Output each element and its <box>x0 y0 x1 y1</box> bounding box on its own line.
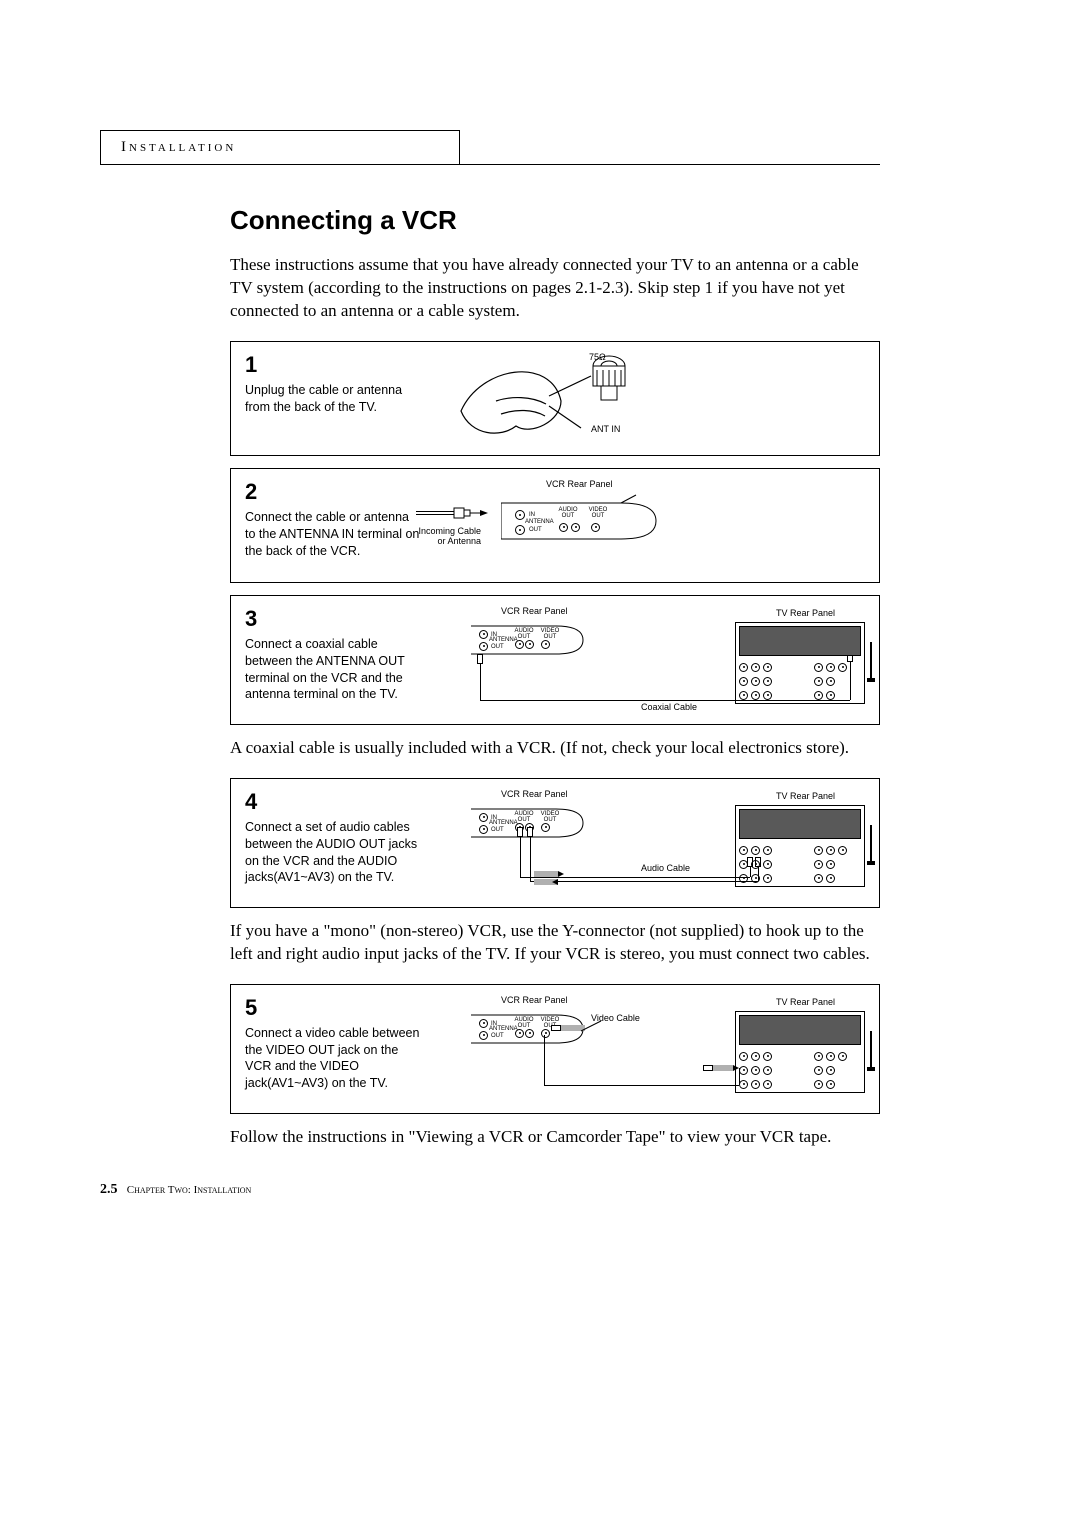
note-4: If you have a "mono" (non-stereo) VCR, u… <box>230 920 880 966</box>
ohm-label: 75Ω <box>589 352 606 362</box>
note-3: A coaxial cable is usually included with… <box>230 737 880 760</box>
step2-diagram: VCR Rear Panel Incoming Cable or Antenna <box>441 479 865 572</box>
step-5: 5 Connect a video cable between the VIDE… <box>230 984 880 1114</box>
page-number: 2.5 <box>100 1182 118 1197</box>
step-text: Unplug the cable or antenna from the bac… <box>245 382 420 416</box>
cable-end-icon <box>534 871 564 887</box>
step-2: 2 Connect the cable or antenna to the AN… <box>230 468 880 583</box>
header-rule <box>100 164 880 165</box>
antenna-in-jack <box>515 510 525 520</box>
step3-diagram: VCR Rear Panel IN OUT ANTENNA AUDIO OUT … <box>441 606 865 714</box>
tv-rear-label: TV Rear Panel <box>776 608 835 618</box>
step1-diagram: 75Ω ANT IN <box>441 352 865 445</box>
coax-label: Coaxial Cable <box>641 702 697 712</box>
incoming-label: Incoming Cable or Antenna <box>411 527 481 547</box>
intro-text: These instructions assume that you have … <box>230 254 880 323</box>
audio-jack <box>559 523 568 532</box>
page-footer: 2.5 Chapter Two: Installation <box>100 1181 251 1198</box>
antenna-out-jack <box>515 525 525 535</box>
step5-diagram: VCR Rear Panel IN OUT ANTENNA AUDIO OUT … <box>441 995 865 1103</box>
page-title: Connecting a VCR <box>230 205 880 236</box>
leader-line <box>571 1019 611 1039</box>
footer-chapter: Chapter Two: Installation <box>127 1184 252 1196</box>
step-text: Connect the cable or antenna to the ANTE… <box>245 509 420 560</box>
step-4: 4 Connect a set of audio cables between … <box>230 778 880 908</box>
step-text: Connect a set of audio cables between th… <box>245 819 420 887</box>
step-3: 3 Connect a coaxial cable between the AN… <box>230 595 880 725</box>
section-header: Installation <box>100 130 460 164</box>
step-1: 1 Unplug the cable or antenna from the b… <box>230 341 880 456</box>
step4-diagram: VCR Rear Panel IN OUT ANTENNA AUDIO OUT … <box>441 789 865 897</box>
vcr-rear-label: VCR Rear Panel <box>546 479 613 489</box>
audio-cable-label: Audio Cable <box>641 863 690 873</box>
vcr-rear-label: VCR Rear Panel <box>501 606 568 616</box>
coax-plug <box>477 654 483 664</box>
tv-rear-panel: TV Rear Panel <box>735 795 865 890</box>
video-jack <box>591 523 600 532</box>
ant-in-label: ANT IN <box>591 424 620 434</box>
section-label: Installation <box>121 139 236 155</box>
tv-rear-panel: TV Rear Panel <box>735 612 865 707</box>
note-5: Follow the instructions in "Viewing a VC… <box>230 1126 880 1149</box>
antenna-post-icon <box>867 642 875 682</box>
step-text: Connect a coaxial cable between the ANTE… <box>245 636 420 704</box>
tv-rear-panel: TV Rear Panel <box>735 1001 865 1096</box>
audio-jack <box>571 523 580 532</box>
step-text: Connect a video cable between the VIDEO … <box>245 1025 420 1093</box>
